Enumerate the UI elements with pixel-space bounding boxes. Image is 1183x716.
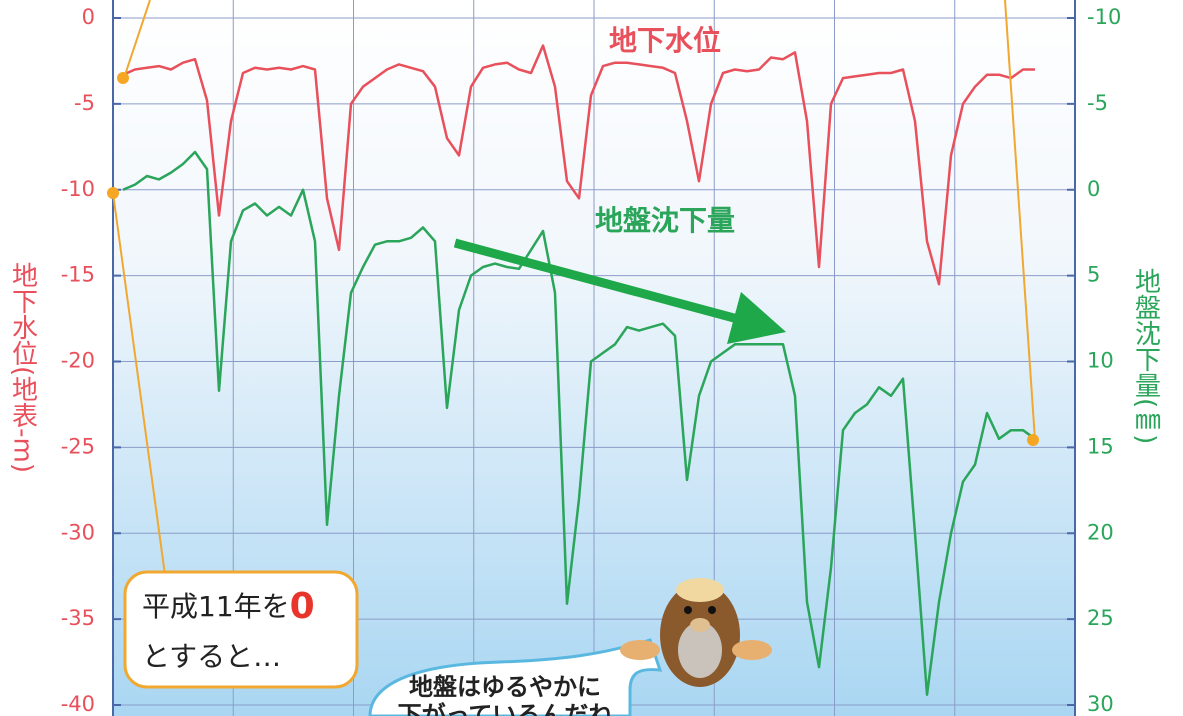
y-tick-label: -25 — [61, 434, 95, 458]
y-tick-label: -35 — [61, 606, 95, 630]
marker-dot — [1027, 434, 1039, 446]
lines — [122, 44, 1036, 696]
y2-tick-label: 25 — [1087, 606, 1114, 630]
y-tick-label: -30 — [61, 520, 95, 544]
y-tick-label: -15 — [61, 263, 95, 287]
note-box — [123, 570, 359, 689]
bubble-text: 下がっているんだね — [398, 701, 613, 716]
y-tick-label: -20 — [61, 349, 95, 373]
note-text: とすると… — [142, 640, 281, 673]
note-highlight: 0 — [290, 586, 315, 627]
connector — [123, 0, 151, 79]
marker-dot — [117, 72, 129, 84]
y2-tick-label: 30 — [1087, 692, 1114, 716]
y2-tick-label: -10 — [1087, 5, 1121, 29]
y-tick-label: 0 — [82, 5, 95, 29]
data-line — [122, 150, 1036, 696]
y-tick-label: -10 — [61, 177, 95, 201]
bubble-text: 地盤はゆるやかに — [409, 673, 601, 701]
speech-bubble — [368, 638, 663, 716]
y2-tick-label: -5 — [1087, 91, 1108, 115]
y-tick-label: -5 — [74, 91, 95, 115]
y2-tick-label: 10 — [1087, 349, 1114, 373]
y2-axis-label: 地盤沈下量(㎜) — [1131, 268, 1161, 444]
y2-tick-label: 20 — [1087, 520, 1114, 544]
connector — [112, 192, 166, 576]
note-text: 平成11年を0 — [142, 586, 315, 627]
data-line — [122, 44, 1035, 286]
series-label: 地盤沈下量 — [595, 204, 735, 237]
y-axis-label: 地下水位(地表-m) — [8, 262, 38, 473]
y2-tick-label: 15 — [1087, 434, 1114, 458]
y2-tick-label: 5 — [1087, 263, 1100, 287]
connector — [1004, 0, 1036, 441]
note-text: 平成11年を — [142, 590, 290, 623]
trend-arrow — [453, 238, 787, 345]
series-label: 地下水位 — [609, 24, 721, 57]
mascot — [620, 578, 772, 687]
marker-dot — [107, 187, 119, 199]
y-tick-label: -40 — [61, 692, 95, 716]
y2-tick-label: 0 — [1087, 177, 1100, 201]
